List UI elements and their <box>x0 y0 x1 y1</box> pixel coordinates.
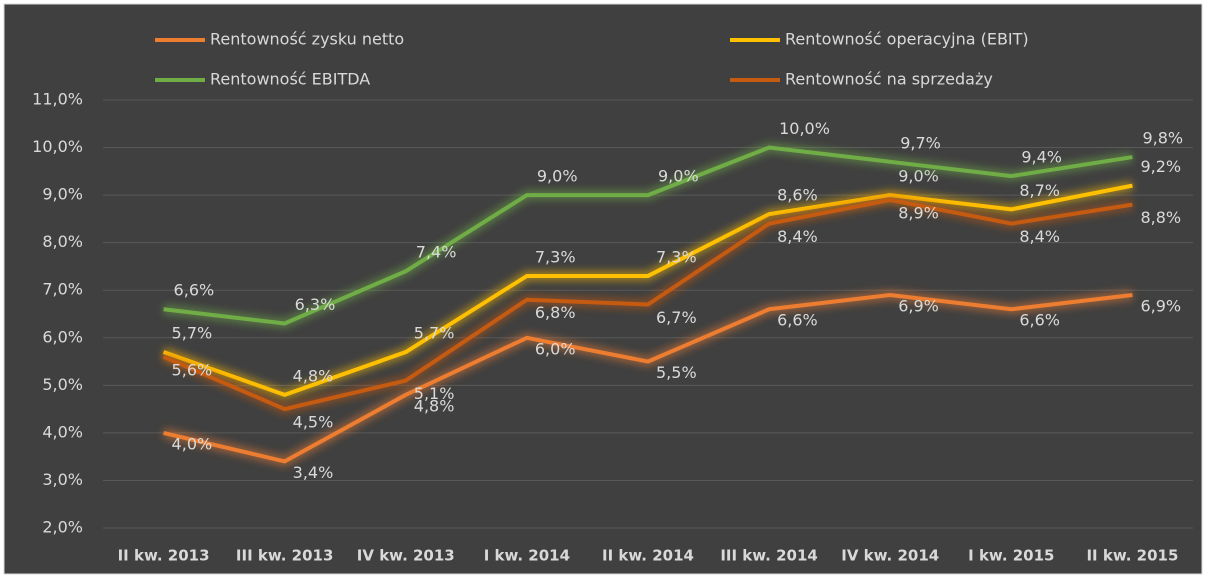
data-label: 8,4% <box>777 227 818 246</box>
data-label: 3,4% <box>293 463 334 482</box>
data-label: 6,9% <box>898 296 939 315</box>
data-label: 8,6% <box>777 186 818 205</box>
data-label: 6,0% <box>535 339 576 358</box>
data-label: 8,7% <box>1019 181 1060 200</box>
data-label: 9,0% <box>537 167 578 186</box>
data-label: 8,8% <box>1140 208 1181 227</box>
x-tick-label: I kw. 2015 <box>968 547 1054 565</box>
series-line <box>163 145 1133 326</box>
data-label: 6,8% <box>535 303 576 322</box>
data-label: 4,8% <box>414 396 455 415</box>
x-tick-label: III kw. 2014 <box>720 547 818 565</box>
x-tick-label: II kw. 2014 <box>602 547 694 565</box>
legend-label: Rentowność EBITDA <box>210 70 370 89</box>
data-label: 5,7% <box>172 324 213 343</box>
data-label: 5,5% <box>656 363 697 382</box>
data-label: 4,0% <box>172 434 213 453</box>
data-label: 9,4% <box>1021 148 1062 167</box>
data-label: 8,9% <box>898 203 939 222</box>
data-label: 9,7% <box>900 133 941 152</box>
y-tick-label: 4,0% <box>42 422 83 441</box>
y-tick-label: 9,0% <box>42 185 83 204</box>
y-tick-label: 11,0% <box>32 90 83 109</box>
legend-label: Rentowność zysku netto <box>210 30 404 49</box>
legend-label: Rentowność operacyjna (EBIT) <box>785 30 1029 49</box>
data-label: 8,4% <box>1019 227 1060 246</box>
data-label: 4,8% <box>293 366 334 385</box>
data-label: 6,9% <box>1140 296 1181 315</box>
data-label: 5,1% <box>414 384 455 403</box>
data-label: 6,3% <box>295 295 336 314</box>
y-tick-label: 2,0% <box>42 518 83 537</box>
data-label: 9,0% <box>658 167 699 186</box>
y-tick-label: 8,0% <box>42 232 83 251</box>
x-tick-label: II kw. 2015 <box>1086 547 1178 565</box>
series-line <box>162 197 1133 412</box>
x-tick-label: III kw. 2013 <box>236 547 334 565</box>
data-label: 5,7% <box>414 324 455 343</box>
data-label: 5,6% <box>172 360 213 379</box>
data-label: 9,2% <box>1140 157 1181 176</box>
x-tick-label: I kw. 2014 <box>484 547 570 565</box>
data-label: 10,0% <box>779 119 830 138</box>
y-tick-label: 6,0% <box>42 327 83 346</box>
x-tick-label: IV kw. 2014 <box>841 547 939 565</box>
y-tick-label: 3,0% <box>42 470 83 489</box>
data-label: 7,4% <box>416 243 457 262</box>
y-tick-label: 5,0% <box>42 375 83 394</box>
legend-label: Rentowność na sprzedaży <box>785 70 993 89</box>
data-label: 9,8% <box>1142 129 1183 148</box>
x-tick-label: IV kw. 2013 <box>357 547 455 565</box>
series-line <box>162 183 1133 397</box>
data-label: 7,3% <box>535 247 576 266</box>
data-label: 6,6% <box>1019 311 1060 330</box>
data-label: 6,6% <box>174 281 215 300</box>
data-label: 7,3% <box>656 247 697 266</box>
x-tick-label: II kw. 2013 <box>118 547 210 565</box>
data-label: 4,5% <box>293 413 334 432</box>
data-label: 6,7% <box>656 308 697 327</box>
background <box>3 3 1203 575</box>
data-label: 6,6% <box>777 311 818 330</box>
series-line <box>163 292 1133 464</box>
y-tick-label: 7,0% <box>42 280 83 299</box>
y-tick-label: 10,0% <box>32 137 83 156</box>
